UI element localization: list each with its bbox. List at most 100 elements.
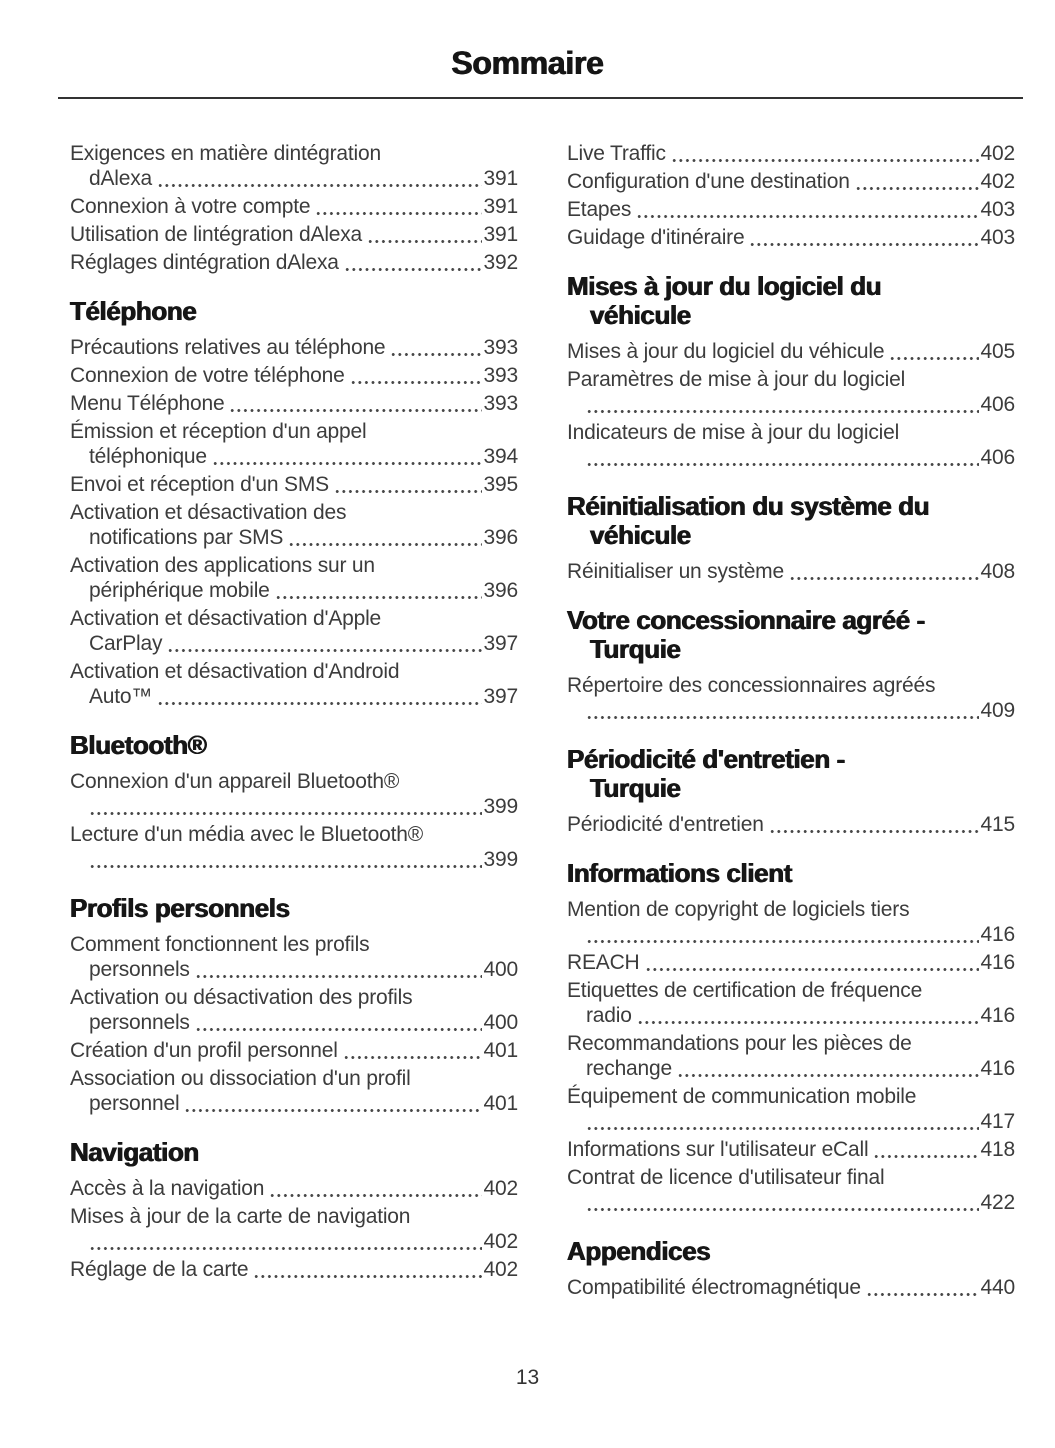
toc-entry-text: Activation et désactivation d'Apple: [70, 607, 382, 630]
toc-entry: Compatibilité électromagnétique 440: [567, 1275, 1015, 1300]
dot-leader: [587, 462, 979, 467]
section-heading: Téléphone: [70, 297, 518, 326]
dot-leader: [275, 595, 482, 600]
page-ref: 402: [483, 1177, 519, 1200]
toc-entry-text: Compatibilité électromagnétique: [567, 1276, 861, 1299]
toc-entry-final-line: notifications par SMS 396: [70, 525, 518, 550]
page-ref: 402: [980, 170, 1016, 193]
page-ref: 393: [483, 336, 519, 359]
toc-entry: Connexion de votre téléphone 393: [70, 363, 518, 388]
toc-entry-final-line: téléphonique 394: [70, 444, 518, 469]
page-ref: 401: [483, 1039, 519, 1062]
page-ref: 406: [980, 446, 1016, 469]
toc-entry-final-line: personnels 400: [70, 1010, 518, 1035]
page-ref: 391: [483, 167, 519, 190]
title-divider: [58, 97, 1023, 99]
dot-leader: [158, 183, 482, 188]
dot-leader: [195, 974, 482, 979]
toc-entry: Recommandations pour les pièces de rechan…: [567, 1031, 1015, 1081]
dot-leader: [677, 1073, 979, 1078]
dot-leader: [90, 1246, 482, 1251]
toc-entry-text: Recommandations pour les pièces de: [567, 1032, 912, 1055]
toc-entry-text: Accès à la navigation: [70, 1177, 265, 1200]
toc-entry: Mises à jour de la carte de navigation 40…: [70, 1204, 518, 1254]
dot-leader: [866, 1292, 979, 1297]
toc-entry-final-line: 399: [70, 847, 518, 872]
dot-leader: [90, 864, 482, 869]
section-heading-line: Bluetooth®: [70, 730, 207, 760]
toc-entry-final-line: dAlexa 391: [70, 166, 518, 191]
toc-entry-final-line: 406: [567, 392, 1015, 417]
toc-entry-final-line: 409: [567, 698, 1015, 723]
toc-entry: Etapes 403: [567, 197, 1015, 222]
toc-entry: Activation des applications sur un périph…: [70, 553, 518, 603]
dot-leader: [890, 356, 979, 361]
toc-entry: Menu Téléphone 393: [70, 391, 518, 416]
section-heading-line: Votre concessionnaire agréé -: [567, 605, 925, 635]
dot-leader: [350, 380, 482, 385]
toc-entry-final-line: Périodicité d'entretien 415: [567, 812, 1015, 837]
page-ref: 402: [980, 142, 1016, 165]
toc-entry-text: Activation et désactivation d'Android: [70, 660, 400, 683]
page-ref: 391: [483, 195, 519, 218]
page-ref: 402: [483, 1230, 519, 1253]
page-ref: 394: [483, 445, 519, 468]
dot-leader: [270, 1193, 482, 1198]
toc-entry-text: Connexion de votre téléphone: [70, 364, 345, 387]
toc-entry-text: Mises à jour du logiciel du véhicule: [567, 340, 885, 363]
toc-entry-final-line: 399: [70, 794, 518, 819]
toc-entry-text: Live Traffic: [567, 142, 666, 165]
section-heading: Mises à jour du logiciel du véhicule: [567, 272, 1015, 330]
dot-leader: [212, 461, 482, 466]
toc-entry: Live Traffic 402: [567, 141, 1015, 166]
toc-entry: Accès à la navigation 402: [70, 1176, 518, 1201]
dot-leader: [637, 1020, 979, 1025]
page-ref: 400: [483, 958, 519, 981]
toc-entry: Réglages dintégration dAlexa 392: [70, 250, 518, 275]
toc-entry-text: notifications par SMS: [89, 526, 284, 549]
section-heading: Bluetooth®: [70, 731, 518, 760]
toc-entry-final-line: Mises à jour du logiciel du véhicule 405: [567, 339, 1015, 364]
toc-entry-text: Réglage de la carte: [70, 1258, 249, 1281]
page-ref: 396: [483, 526, 519, 549]
toc-entry-final-line: Connexion de votre téléphone 393: [70, 363, 518, 388]
dot-leader: [343, 1055, 482, 1060]
toc-entry-text: Précautions relatives au téléphone: [70, 336, 386, 359]
toc-entry-text: Répertoire des concessionnaires agréés: [567, 674, 936, 697]
section-heading: Profils personnels: [70, 894, 518, 923]
toc-entry-final-line: périphérique mobile 396: [70, 578, 518, 603]
section-heading-line: Mises à jour du logiciel du: [567, 271, 882, 301]
toc-entry-final-line: Création d'un profil personnel 401: [70, 1038, 518, 1063]
toc-entry: Connexion à votre compte 391: [70, 194, 518, 219]
toc-entry-final-line: Envoi et réception d'un SMS 395: [70, 472, 518, 497]
page-ref: 392: [483, 251, 519, 274]
dot-leader: [769, 829, 979, 834]
toc-entry-final-line: Réglage de la carte 402: [70, 1257, 518, 1282]
toc-column-left: Exigences en matière dintégration dAlexa 3…: [70, 141, 518, 1303]
toc-entry-text: téléphonique: [89, 445, 207, 468]
toc-entry-text: Menu Téléphone: [70, 392, 225, 415]
page-ref: 405: [980, 340, 1016, 363]
toc-entry: Exigences en matière dintégration dAlexa 3…: [70, 141, 518, 191]
toc-entry-text: Réglages dintégration dAlexa: [70, 251, 339, 274]
toc-entry-text: périphérique mobile: [89, 579, 270, 602]
page-ref: 403: [980, 226, 1016, 249]
page-ref: 416: [980, 923, 1016, 946]
toc-entry-text: dAlexa: [89, 167, 153, 190]
toc-entry-final-line: personnels 400: [70, 957, 518, 982]
page-number: 13: [515, 1366, 540, 1389]
toc-entry-final-line: CarPlay 397: [70, 631, 518, 656]
toc-entry-text: radio: [586, 1004, 632, 1027]
dot-leader: [344, 267, 482, 272]
dot-leader: [254, 1274, 482, 1279]
toc-entry: Mention de copyright de logiciels tiers 4…: [567, 897, 1015, 947]
page-ref: 415: [980, 813, 1016, 836]
toc-entry-final-line: 422: [567, 1190, 1015, 1215]
dot-leader: [587, 1207, 979, 1212]
toc-entry-final-line: 416: [567, 922, 1015, 947]
toc-entry-text: CarPlay: [89, 632, 163, 655]
page-ref: 402: [483, 1258, 519, 1281]
toc-entry-final-line: Précautions relatives au téléphone 393: [70, 335, 518, 360]
toc-entry-final-line: 417: [567, 1109, 1015, 1134]
dot-leader: [750, 242, 979, 247]
